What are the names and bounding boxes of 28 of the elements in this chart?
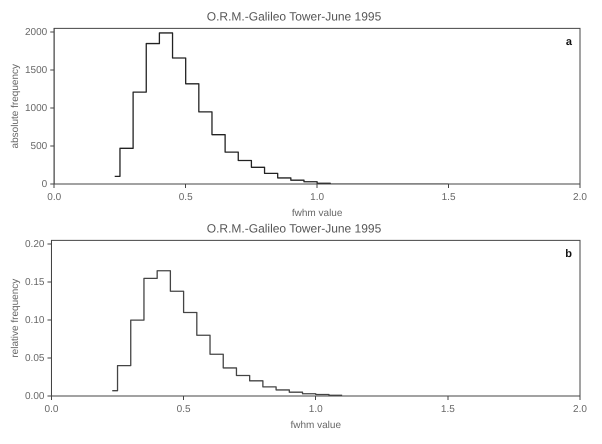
annotation: b — [565, 248, 572, 260]
y-tick-label: 0.10 — [24, 314, 45, 326]
y-tick-label: 1000 — [24, 102, 48, 114]
y-axis-title: relative frequency — [10, 278, 21, 358]
x-tick-label: 0.0 — [44, 404, 59, 415]
chart-title: O.R.M.-Galileo Tower-June 1995 — [206, 10, 382, 24]
x-axis-title: fwhm value — [290, 420, 342, 431]
y-tick-label: 0 — [42, 178, 48, 190]
annotation: a — [566, 36, 573, 48]
y-tick-label: 0.05 — [24, 352, 45, 364]
x-axis-title: fwhm value — [292, 208, 343, 219]
x-tick-label: 2.0 — [573, 192, 588, 203]
x-tick-label: 0.5 — [178, 192, 194, 203]
y-tick-label: 0.00 — [24, 390, 45, 402]
x-tick-label: 1.5 — [440, 404, 456, 415]
x-tick-label: 0.0 — [47, 192, 62, 203]
x-tick-label: 1.0 — [310, 192, 325, 203]
chart-title: O.R.M.-Galileo Tower-June 1995 — [206, 222, 382, 236]
y-axis-title: absolute frequency — [10, 64, 21, 148]
y-tick-label: 0.20 — [24, 238, 45, 250]
x-tick-label: 1.0 — [308, 404, 324, 415]
y-tick-label: 2000 — [24, 26, 48, 38]
x-tick-label: 1.5 — [442, 192, 456, 203]
x-tick-label: 2.0 — [573, 404, 588, 415]
x-tick-label: 0.5 — [176, 404, 191, 415]
y-tick-label: 1500 — [24, 64, 48, 76]
y-tick-label: 500 — [30, 140, 48, 152]
y-tick-label: 0.15 — [24, 276, 45, 288]
